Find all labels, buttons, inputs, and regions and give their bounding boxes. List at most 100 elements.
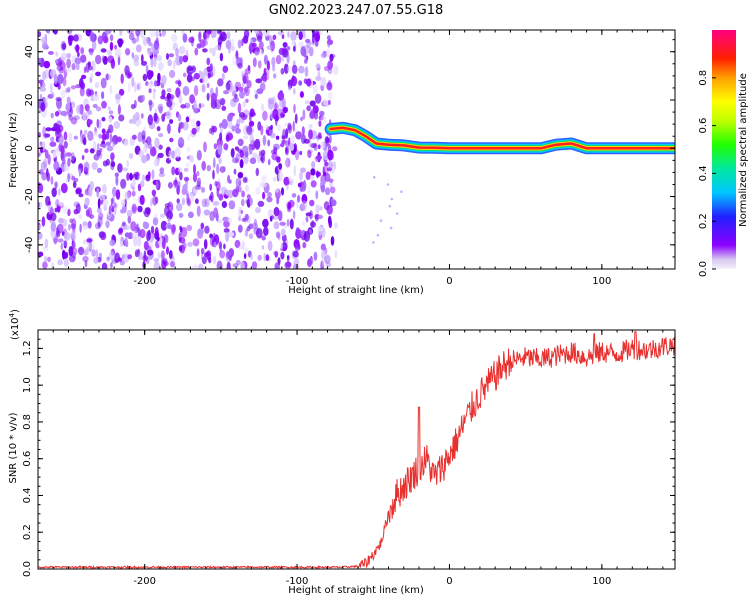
noise-blob [328,160,334,169]
noise-blob [307,150,312,159]
noise-blob [278,170,283,182]
noise-blob [273,221,280,230]
noise-blob [297,182,302,188]
noise-blob [302,109,306,120]
noise-blob [223,243,226,250]
noise-blob [175,80,180,85]
noise-blob [201,160,206,171]
noise-blob [175,87,181,98]
noise-blob [46,214,52,220]
noise-blob [216,30,221,35]
noise-blob [83,249,88,256]
noise-blob [40,101,46,112]
noise-blob [242,135,249,140]
noise-blob [218,193,224,201]
noise-blob [137,236,142,247]
noise-blob [95,54,102,65]
noise-blob [255,207,261,214]
noise-blob [234,158,239,164]
noise-blob [266,60,270,71]
noise-blob [87,119,93,125]
noise-blob [61,43,67,50]
noise-blob [134,249,139,258]
noise-blob [151,169,155,180]
noise-blob [322,99,329,106]
noise-blob [118,38,123,48]
noise-blob [204,225,210,234]
noise-blob [286,255,290,264]
noise-blob [189,155,194,163]
noise-blob [131,203,137,214]
noise-blob [324,172,331,182]
noise-blob [266,70,270,80]
noise-blob [321,256,325,267]
noise-blob [187,66,195,71]
noise-blob [92,103,98,109]
noise-blob [281,135,287,140]
y-tick-label: 0.0 [22,561,33,577]
noise-blob [169,137,174,143]
noise-blob [245,98,249,103]
noise-blob [67,86,71,93]
noise-blob [150,197,153,207]
noise-blob [231,125,236,132]
noise-blob [284,122,288,127]
noise-blob [177,137,185,149]
noise-blob [80,54,87,63]
noise-blob [260,156,264,162]
noise-blob [265,124,270,131]
noise-blob [222,216,230,222]
noise-blob [160,220,168,231]
noise-blob [182,242,187,250]
noise-blob [81,155,85,160]
noise-blob [292,263,299,269]
noise-blob [98,231,105,239]
y-tick-label: 0 [24,145,35,151]
noise-blob [242,177,248,183]
noise-blob [60,90,66,98]
noise-blob [328,178,334,183]
colorbar-tick-label: 0.2 [698,213,709,229]
noise-blob [240,209,243,214]
noise-blob [272,65,276,72]
noise-blob [59,60,66,71]
noise-blob [314,32,321,43]
noise-blob [252,57,257,68]
noise-blob [300,184,306,193]
noise-blob [238,206,243,218]
noise-blob [221,72,225,81]
noise-blob [47,51,54,55]
noise-blob [171,150,175,159]
noise-blob [302,241,307,249]
noise-blob [193,72,200,80]
noise-blob [148,42,153,47]
noise-blob [273,206,280,217]
noise-blob [186,224,193,232]
noise-blob [222,166,226,172]
noise-blob [190,118,197,129]
noise-blob [249,197,253,206]
noise-blob [196,248,200,257]
noise-blob [55,123,61,135]
noise-blob [96,187,100,198]
noise-blob [200,186,206,193]
noise-blob [136,81,142,91]
noise-blob [280,68,285,75]
noise-blob [196,205,201,217]
noise-blob [210,92,217,104]
noise-blob [221,118,228,130]
noise-blob [110,198,114,204]
noise-blob [176,202,183,212]
noise-blob [287,124,292,134]
noise-blob [74,57,82,65]
noise-blob [63,231,71,241]
noise-blob [142,94,145,102]
noise-blob [237,102,242,114]
noise-blob [42,245,49,252]
noise-blob [216,219,223,224]
noise-blob [290,31,297,41]
noise-blob [299,150,303,156]
noise-blob [50,112,54,119]
x-tick-label: -200 [133,276,156,287]
noise-blob [203,239,208,250]
